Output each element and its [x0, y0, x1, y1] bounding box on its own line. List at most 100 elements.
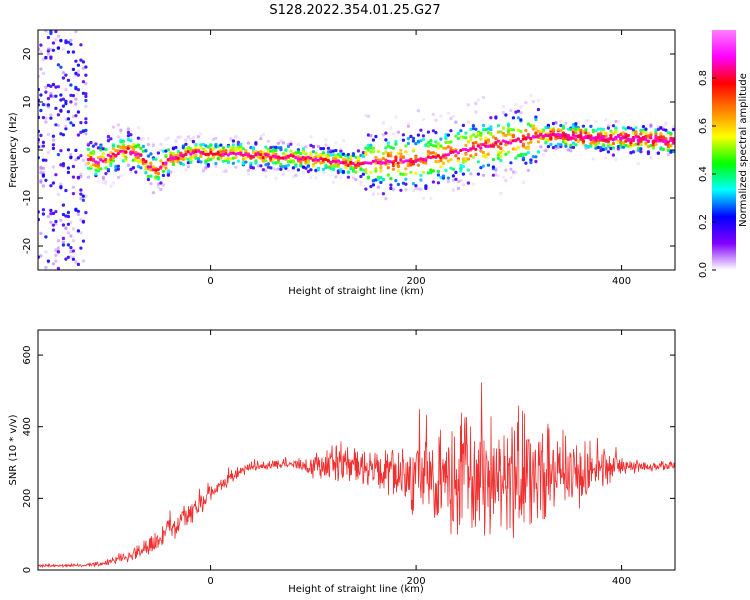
heatmap-cell: [66, 170, 70, 174]
heatmap-cell: [314, 176, 318, 180]
heatmap-cell: [41, 166, 45, 170]
heatmap-cell: [201, 152, 205, 155]
heatmap-cell: [279, 167, 283, 171]
heatmap-cell: [126, 130, 130, 135]
heatmap-cell: [294, 151, 298, 155]
heatmap-cell: [141, 158, 145, 161]
heatmap-cell: [164, 154, 168, 158]
heatmap-cell: [514, 147, 518, 151]
heatmap-cell: [344, 166, 348, 170]
heatmap-cell: [454, 154, 458, 158]
heatmap-cell: [399, 155, 403, 159]
heatmap-cell: [66, 50, 70, 54]
heatmap-cell: [184, 149, 188, 153]
heatmap-cell: [71, 94, 75, 98]
heatmap-cell: [354, 178, 358, 182]
heatmap-cell: [521, 134, 525, 138]
heatmap-cell: [569, 127, 573, 132]
heatmap-cell: [404, 172, 408, 176]
heatmap-cell: [446, 145, 450, 149]
heatmap-cell: [251, 166, 255, 170]
heatmap-cell: [164, 149, 168, 153]
heatmap-cell: [224, 152, 228, 156]
heatmap-cell: [114, 149, 118, 153]
heatmap-cell: [149, 165, 153, 169]
heatmap-cell: [481, 150, 485, 155]
heatmap-cell: [606, 137, 610, 141]
heatmap-cell: [439, 156, 443, 160]
heatmap-cell: [324, 163, 328, 167]
heatmap-cell: [489, 125, 493, 129]
heatmap-cell: [99, 167, 103, 171]
heatmap-cell: [329, 150, 333, 154]
heatmap-cell: [59, 65, 63, 69]
heatmap-cell: [311, 145, 315, 150]
heatmap-cell: [179, 153, 183, 157]
heatmap-cell: [639, 137, 643, 141]
heatmap-cell: [519, 118, 523, 122]
heatmap-cell: [71, 123, 75, 127]
heatmap-cell: [331, 168, 335, 172]
heatmap-cell: [356, 164, 360, 168]
heatmap-cell: [109, 158, 113, 162]
figure-title: S128.2022.354.01.25.G27: [269, 3, 440, 18]
heatmap-cell: [456, 159, 460, 163]
heatmap-cell: [386, 162, 390, 166]
heatmap-cell: [39, 231, 43, 235]
heatmap-cell: [576, 120, 580, 124]
snr-xlabel: Height of straight line (km): [288, 584, 424, 595]
heatmap-cell: [69, 42, 73, 46]
heatmap-cell: [406, 163, 410, 167]
heatmap-cell: [111, 159, 115, 163]
heatmap-cell: [61, 164, 65, 168]
heatmap-cell: [509, 138, 513, 142]
heatmap-cell: [329, 166, 333, 171]
heatmap-cell: [589, 136, 593, 140]
spectrogram-ytick-label: 10: [22, 96, 33, 109]
heatmap-cell: [151, 165, 155, 169]
heatmap-cell: [609, 143, 613, 147]
heatmap-cell: [436, 173, 440, 177]
heatmap-cell: [49, 92, 53, 96]
heatmap-cell: [376, 192, 380, 196]
heatmap-cell: [156, 151, 160, 155]
heatmap-cell: [279, 139, 283, 143]
heatmap-cell: [199, 146, 203, 150]
heatmap-cell: [411, 160, 415, 164]
heatmap-cell: [521, 152, 525, 157]
heatmap-cell: [74, 59, 78, 63]
heatmap-cell: [286, 163, 290, 167]
heatmap-cell: [239, 142, 243, 146]
heatmap-cell: [584, 146, 588, 150]
heatmap-cell: [334, 154, 338, 158]
heatmap-cell: [91, 158, 95, 162]
heatmap-cell: [304, 152, 308, 156]
heatmap-cell: [169, 151, 173, 155]
heatmap-cell: [151, 168, 155, 172]
heatmap-cell: [124, 156, 128, 160]
heatmap-cell: [541, 129, 545, 133]
heatmap-cell: [381, 152, 385, 156]
heatmap-cell: [491, 165, 495, 169]
heatmap-cell: [469, 135, 473, 139]
heatmap-cell: [564, 144, 568, 148]
heatmap-cell: [419, 178, 423, 182]
heatmap-cell: [66, 110, 70, 114]
heatmap-cell: [219, 150, 223, 154]
heatmap-cell: [71, 239, 75, 243]
heatmap-cell: [469, 154, 473, 158]
heatmap-cell: [589, 144, 593, 148]
heatmap-cell: [281, 140, 285, 144]
heatmap-cell: [444, 146, 448, 150]
heatmap-cell: [56, 266, 60, 270]
heatmap-cell: [86, 161, 90, 165]
heatmap-cell: [534, 131, 538, 135]
heatmap-cell: [321, 147, 325, 151]
heatmap-cell: [446, 153, 450, 157]
heatmap-cell: [589, 141, 593, 145]
heatmap-cell: [544, 141, 548, 145]
heatmap-cell: [449, 146, 453, 150]
heatmap-cell: [426, 152, 430, 157]
heatmap-cell: [49, 113, 53, 117]
heatmap-cell: [381, 121, 385, 125]
